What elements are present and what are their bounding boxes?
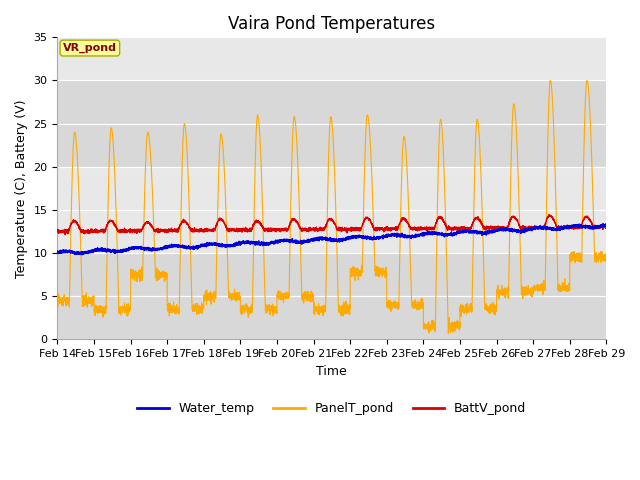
Bar [58,253,606,339]
Legend: Water_temp, PanelT_pond, BattV_pond: Water_temp, PanelT_pond, BattV_pond [132,397,531,420]
Bar [58,37,606,81]
Y-axis label: Temperature (C), Battery (V): Temperature (C), Battery (V) [15,99,28,277]
Bar [58,167,606,253]
X-axis label: Time: Time [317,365,348,378]
Text: VR_pond: VR_pond [63,43,117,53]
Bar [58,81,606,167]
Title: Vaira Pond Temperatures: Vaira Pond Temperatures [228,15,435,33]
